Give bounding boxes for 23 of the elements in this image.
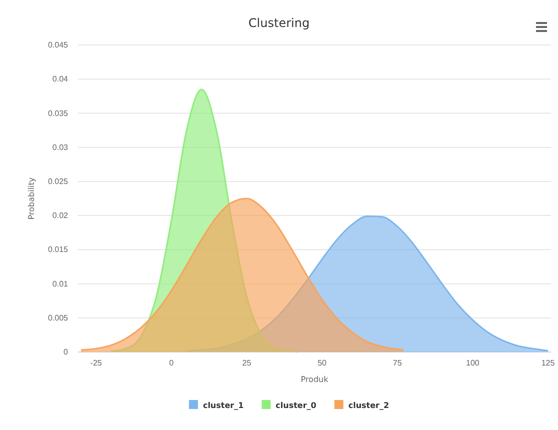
y-tick-label: 0.02 <box>52 211 69 220</box>
x-tick-label: 25 <box>242 358 252 368</box>
y-tick-label: 0.035 <box>48 108 69 118</box>
y-tick-label: 0.01 <box>52 279 69 288</box>
x-tick-label: 75 <box>392 358 402 368</box>
y-tick-label: 0.015 <box>48 245 69 254</box>
y-tick-label: 0.005 <box>48 313 69 322</box>
legend-label: cluster_0 <box>276 401 317 410</box>
x-axis-title: Produk <box>300 375 329 384</box>
y-tick-label: 0.03 <box>52 142 69 152</box>
y-tick-label: 0.025 <box>48 177 69 186</box>
chart-title: Clustering <box>248 16 310 30</box>
y-tick-label: 0.045 <box>48 40 69 50</box>
x-tick-label: -25 <box>90 358 102 368</box>
x-tick-label: 125 <box>541 358 556 368</box>
legend-label: cluster_1 <box>202 401 244 410</box>
y-tick-label: 0.04 <box>52 74 69 84</box>
legend-label: cluster_2 <box>348 401 390 410</box>
x-tick-label: 100 <box>466 358 480 368</box>
y-tick-label: 0 <box>64 348 69 357</box>
y-axis-title: Probability <box>27 177 36 220</box>
x-tick-label: 50 <box>318 358 328 368</box>
x-tick-label: 0 <box>169 358 174 368</box>
